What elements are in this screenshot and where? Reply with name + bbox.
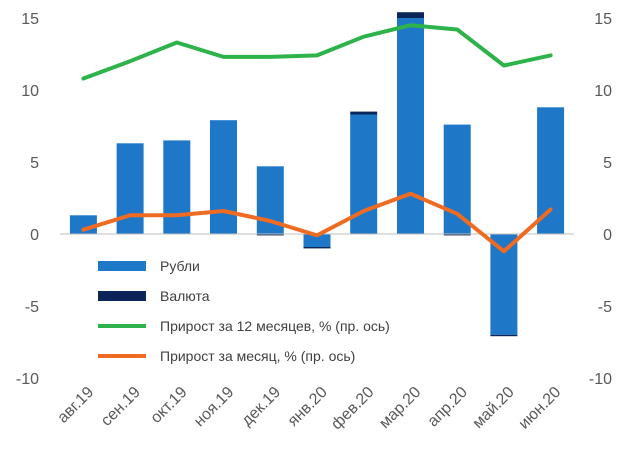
bar-currency-8 <box>443 234 471 236</box>
left-axis: 15 10 5 0 -5 -10 <box>16 11 39 388</box>
legend-swatch <box>98 261 146 271</box>
right-tick-label: 10 <box>594 83 612 100</box>
x-tick-label: май.20 <box>470 384 518 432</box>
bar-rubles-5 <box>303 234 331 247</box>
legend-swatch <box>98 291 146 301</box>
line-yoy-growth <box>81 23 553 81</box>
x-tick-label: окт.19 <box>148 384 191 427</box>
right-tick-label: 15 <box>594 11 612 28</box>
legend-label: Рубли <box>160 258 200 274</box>
lines-layer <box>81 23 553 254</box>
right-axis: 15 10 5 0 -5 -10 <box>589 11 612 388</box>
right-tick-label: 5 <box>603 155 612 172</box>
bar-rubles-7 <box>397 18 424 234</box>
x-tick-label: сен.19 <box>98 384 144 430</box>
x-tick-label: дек.19 <box>239 384 285 430</box>
bar-currency-7 <box>397 12 424 18</box>
right-tick-label: 0 <box>603 227 612 244</box>
left-tick-label: -5 <box>25 299 39 316</box>
x-tick-label: ноя.19 <box>191 384 237 430</box>
bars-layer <box>69 12 565 337</box>
x-tick-label: мар.20 <box>376 384 424 432</box>
bar-currency-4 <box>256 234 284 236</box>
x-tick-label: янв.20 <box>285 384 331 430</box>
legend-label: Прирост за месяц, % (пр. ось) <box>160 348 355 364</box>
legend-label: Валюта <box>160 288 210 304</box>
bar-rubles-2 <box>163 140 191 234</box>
bar-currency-6 <box>350 111 378 115</box>
x-tick-label: июн.20 <box>516 384 565 433</box>
bar-currency-5 <box>303 247 331 249</box>
bar-rubles-10 <box>537 107 565 234</box>
bar-rubles-8 <box>443 124 471 234</box>
x-tick-label: фев.20 <box>328 384 377 433</box>
left-tick-label: 0 <box>30 227 39 244</box>
x-tick-label: авг.19 <box>54 384 97 427</box>
legend: Рубли Валюта Прирост за 12 месяцев, % (пр.… <box>98 258 390 364</box>
x-tick-label: апр.20 <box>425 384 472 431</box>
left-tick-label: 10 <box>21 83 39 100</box>
line-mom-growth <box>81 191 553 254</box>
bar-currency-9 <box>490 334 518 337</box>
bar-rubles-1 <box>116 143 144 234</box>
right-tick-label: -5 <box>598 299 612 316</box>
left-tick-label: -10 <box>16 371 39 388</box>
left-tick-label: 15 <box>21 11 39 28</box>
x-axis: авг.19 сен.19 окт.19 ноя.19 дек.19 янв.20фев.… <box>54 384 564 433</box>
right-tick-label: -10 <box>589 371 612 388</box>
legend-label: Прирост за 12 месяцев, % (пр. ось) <box>160 318 390 334</box>
left-tick-label: 5 <box>30 155 39 172</box>
bar-rubles-3 <box>210 120 237 234</box>
